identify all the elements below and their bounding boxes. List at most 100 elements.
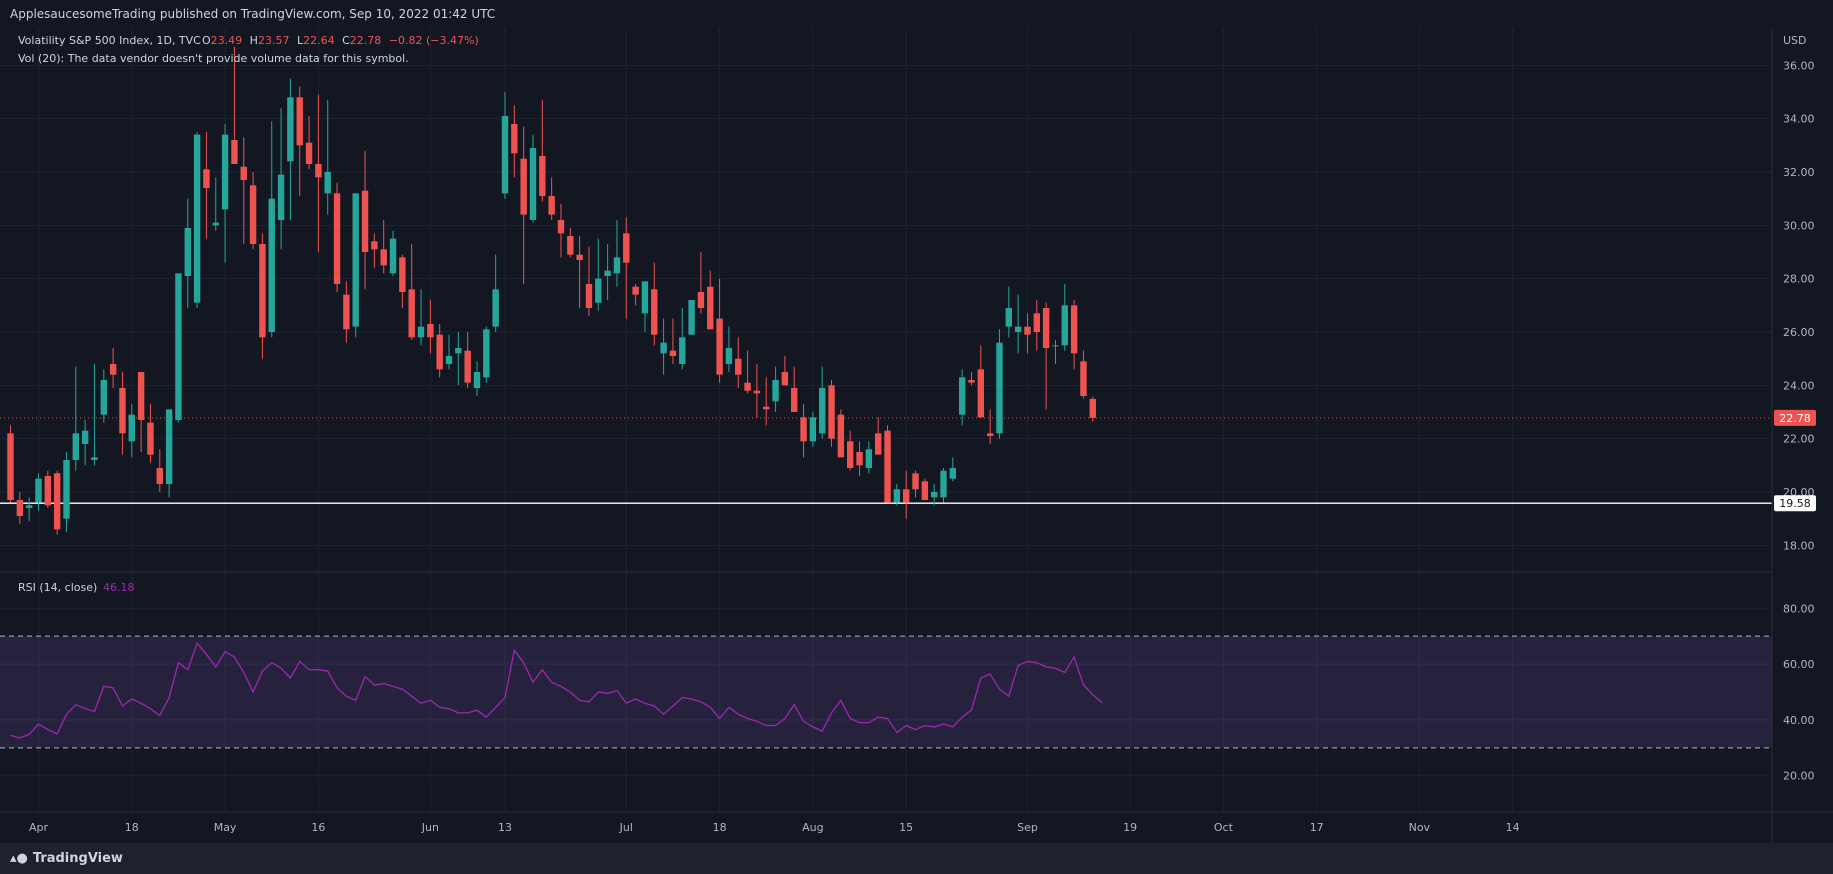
time-tick-label: Jul <box>619 821 633 834</box>
rsi-band-fill <box>0 636 1772 748</box>
candle-body <box>100 380 107 415</box>
candle-body <box>81 430 89 444</box>
chart-area[interactable]: 18.00 20.00 22.00 24.00 26.00 28.00 30.00 32.00… <box>0 28 1833 843</box>
candle-body <box>315 164 322 178</box>
candle-body <box>763 406 770 410</box>
time-tick-label: 17 <box>1310 821 1324 834</box>
candle-body <box>231 140 238 164</box>
candle-body <box>548 196 555 215</box>
candle-body <box>669 350 677 356</box>
time-tick-label: 15 <box>899 821 913 834</box>
time-tick-label: Aug <box>802 821 823 834</box>
candle-body <box>212 222 219 226</box>
candle-body <box>800 417 807 442</box>
candle-body <box>977 369 985 418</box>
footer-bar: ▴● TradingView <box>0 843 1833 874</box>
candle-body <box>1061 305 1068 346</box>
price-tick-label: 30.00 <box>1783 219 1815 232</box>
candle-body <box>688 300 695 335</box>
candle-body <box>427 324 434 338</box>
candle-body <box>473 372 481 388</box>
candle-body <box>389 238 397 274</box>
candle-body <box>1080 361 1087 396</box>
rsi-legend-label: RSI (14, close) <box>18 581 97 594</box>
candle-body <box>35 478 42 503</box>
time-tick-label: Nov <box>1409 821 1431 834</box>
time-axis: Apr 18 May 16 Jun 13 Jul 18 Aug 15 Sep 19 Oct 17 Nov 14 <box>29 821 1520 834</box>
candle-body <box>25 505 33 508</box>
candle-body <box>249 185 257 244</box>
candle-body <box>772 380 779 402</box>
candle-body <box>1024 326 1031 335</box>
candle-body <box>725 348 733 364</box>
candle-body <box>576 254 583 260</box>
legend-volume-note: Vol (20): The data vendor doesn't provid… <box>18 52 409 65</box>
tradingview-logo[interactable]: ▴● TradingView <box>10 851 123 866</box>
price-tick-label: 34.00 <box>1783 113 1815 126</box>
candle-body <box>753 390 761 394</box>
candle-body <box>660 342 667 354</box>
candle-body <box>996 342 1003 434</box>
candle-body <box>585 284 593 308</box>
time-tick-label: 19 <box>1123 821 1137 834</box>
candle-body <box>305 142 313 164</box>
currency-label: USD <box>1783 34 1807 47</box>
time-tick-label: 18 <box>713 821 727 834</box>
price-tick-label: 32.00 <box>1783 166 1815 179</box>
candle-body <box>679 337 686 364</box>
price-axis: 18.00 20.00 22.00 24.00 26.00 28.00 30.00 32.00… <box>1774 59 1816 783</box>
candle-body <box>595 278 602 303</box>
candle-body <box>203 169 210 188</box>
last-price-tag: 22.78 <box>1779 412 1811 425</box>
candle-body <box>641 281 649 314</box>
candle-body <box>828 385 835 439</box>
candle-body <box>165 409 173 484</box>
candle-body <box>1005 308 1013 327</box>
candle-body <box>949 468 957 479</box>
candle-body <box>296 97 303 146</box>
level-tag-box <box>1774 495 1816 512</box>
candle-body <box>147 422 154 455</box>
candle-body <box>221 134 229 210</box>
time-tick-label: May <box>214 821 237 834</box>
price-tick-label: 24.00 <box>1783 379 1815 392</box>
candle-body <box>1052 345 1059 347</box>
price-tick-label: 26.00 <box>1783 326 1815 339</box>
candle-body <box>119 388 126 434</box>
candle-body <box>930 492 938 498</box>
candle-body <box>940 470 947 498</box>
candle-body <box>1089 398 1096 418</box>
rsi-tick-label: 20.00 <box>1783 770 1815 783</box>
rsi-legend-value: 46.18 <box>103 581 135 594</box>
candle-body <box>511 124 518 154</box>
candle-body <box>63 460 70 519</box>
candle-body <box>968 380 975 383</box>
publish-info: ApplesaucesomeTrading published on Tradi… <box>10 7 496 21</box>
candle-body <box>352 193 359 327</box>
candle-body <box>986 433 994 436</box>
time-tick-label: 14 <box>1506 821 1520 834</box>
candle-body <box>417 326 425 338</box>
price-tick-label: 36.00 <box>1783 59 1815 72</box>
candle-body <box>613 257 621 274</box>
rsi-tick-label: 60.00 <box>1783 658 1815 671</box>
candle-body <box>91 457 98 460</box>
candle-body <box>735 358 742 375</box>
candle-body <box>371 241 378 250</box>
candle-body <box>53 473 61 530</box>
candle-body <box>44 476 52 506</box>
candle-body <box>277 174 285 220</box>
candle-body <box>819 388 826 434</box>
candle-body <box>184 228 191 276</box>
candle-body <box>268 198 275 332</box>
candle-body <box>287 97 294 162</box>
candle-body <box>455 348 462 354</box>
rsi-tick-label: 80.00 <box>1783 602 1815 615</box>
last-price-tag-box <box>1774 409 1816 426</box>
candle-body <box>865 449 873 468</box>
candle-body <box>623 233 630 263</box>
candle-body <box>529 148 537 220</box>
candle-body <box>567 236 574 255</box>
candle-body <box>128 414 135 442</box>
candle-body <box>744 382 751 391</box>
